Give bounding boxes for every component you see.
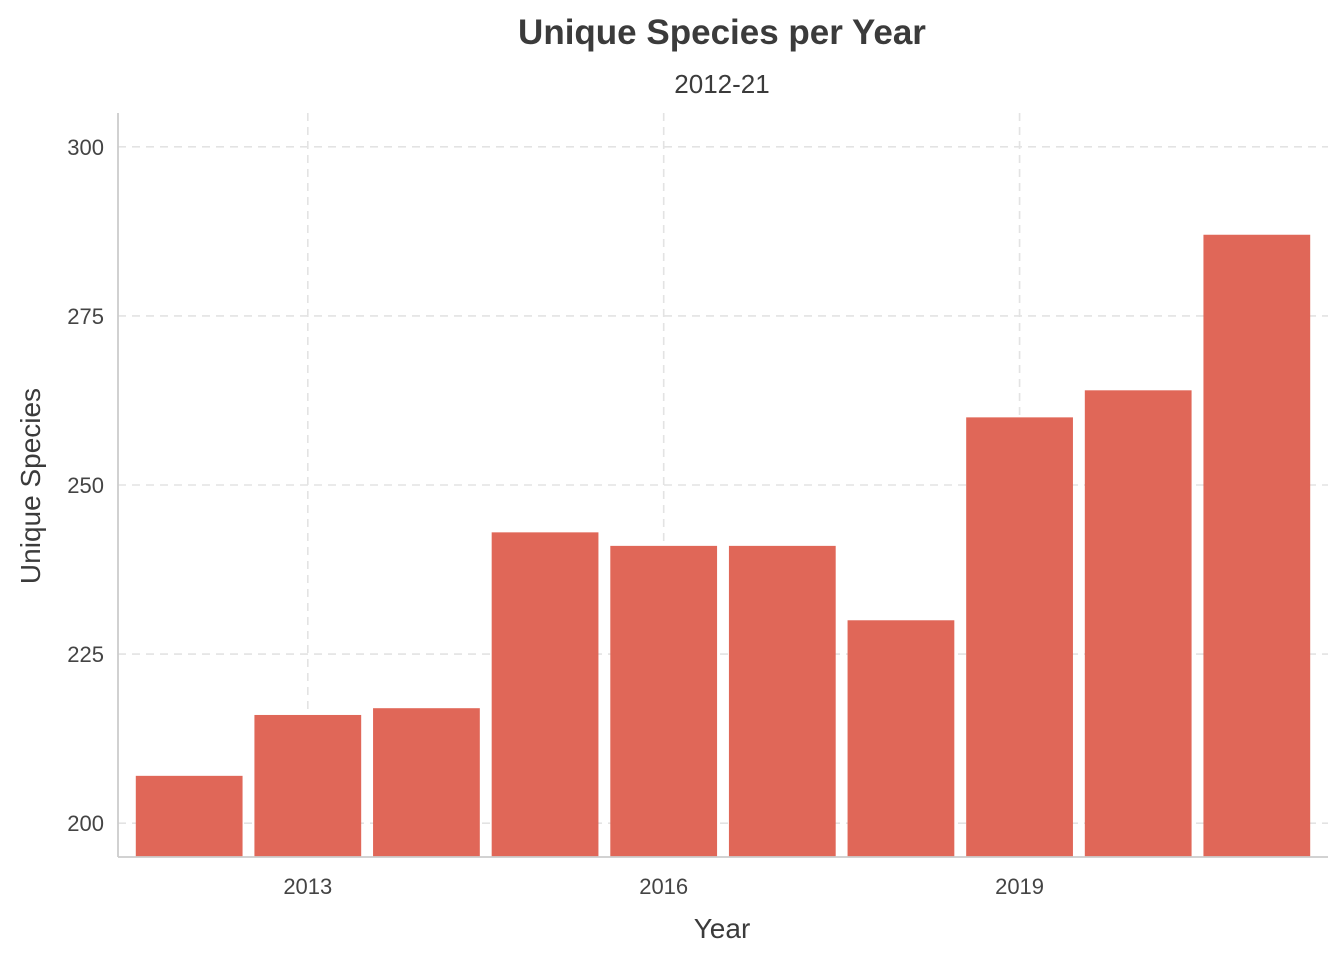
bar-2017 <box>728 545 836 857</box>
bars <box>135 234 1311 857</box>
x-axis-label: Year <box>694 913 751 944</box>
y-tick-label: 200 <box>67 811 104 836</box>
tick-labels: 200 225 250 275 300 2013 2016 2019 <box>67 135 1044 899</box>
bar-2020 <box>1084 390 1192 857</box>
x-tick-label: 2016 <box>639 874 688 899</box>
bar-2013 <box>254 714 362 857</box>
axes <box>117 113 1328 858</box>
y-tick-label: 300 <box>67 135 104 160</box>
y-axis-label: Unique Species <box>15 388 46 584</box>
bar-2015 <box>491 532 599 857</box>
chart-title: Unique Species per Year <box>518 13 926 52</box>
bar-2018 <box>847 620 955 857</box>
bar-2012 <box>135 775 243 857</box>
bar-2014 <box>373 708 480 857</box>
bar-2019 <box>966 417 1073 857</box>
chart-subtitle: 2012-21 <box>674 69 769 99</box>
bar-2016 <box>610 545 718 857</box>
bar-2021 <box>1203 234 1311 857</box>
x-tick-label: 2013 <box>283 874 332 899</box>
y-tick-label: 250 <box>67 473 104 498</box>
y-tick-label: 225 <box>67 642 104 667</box>
x-tick-label: 2019 <box>995 874 1044 899</box>
y-tick-label: 275 <box>67 304 104 329</box>
